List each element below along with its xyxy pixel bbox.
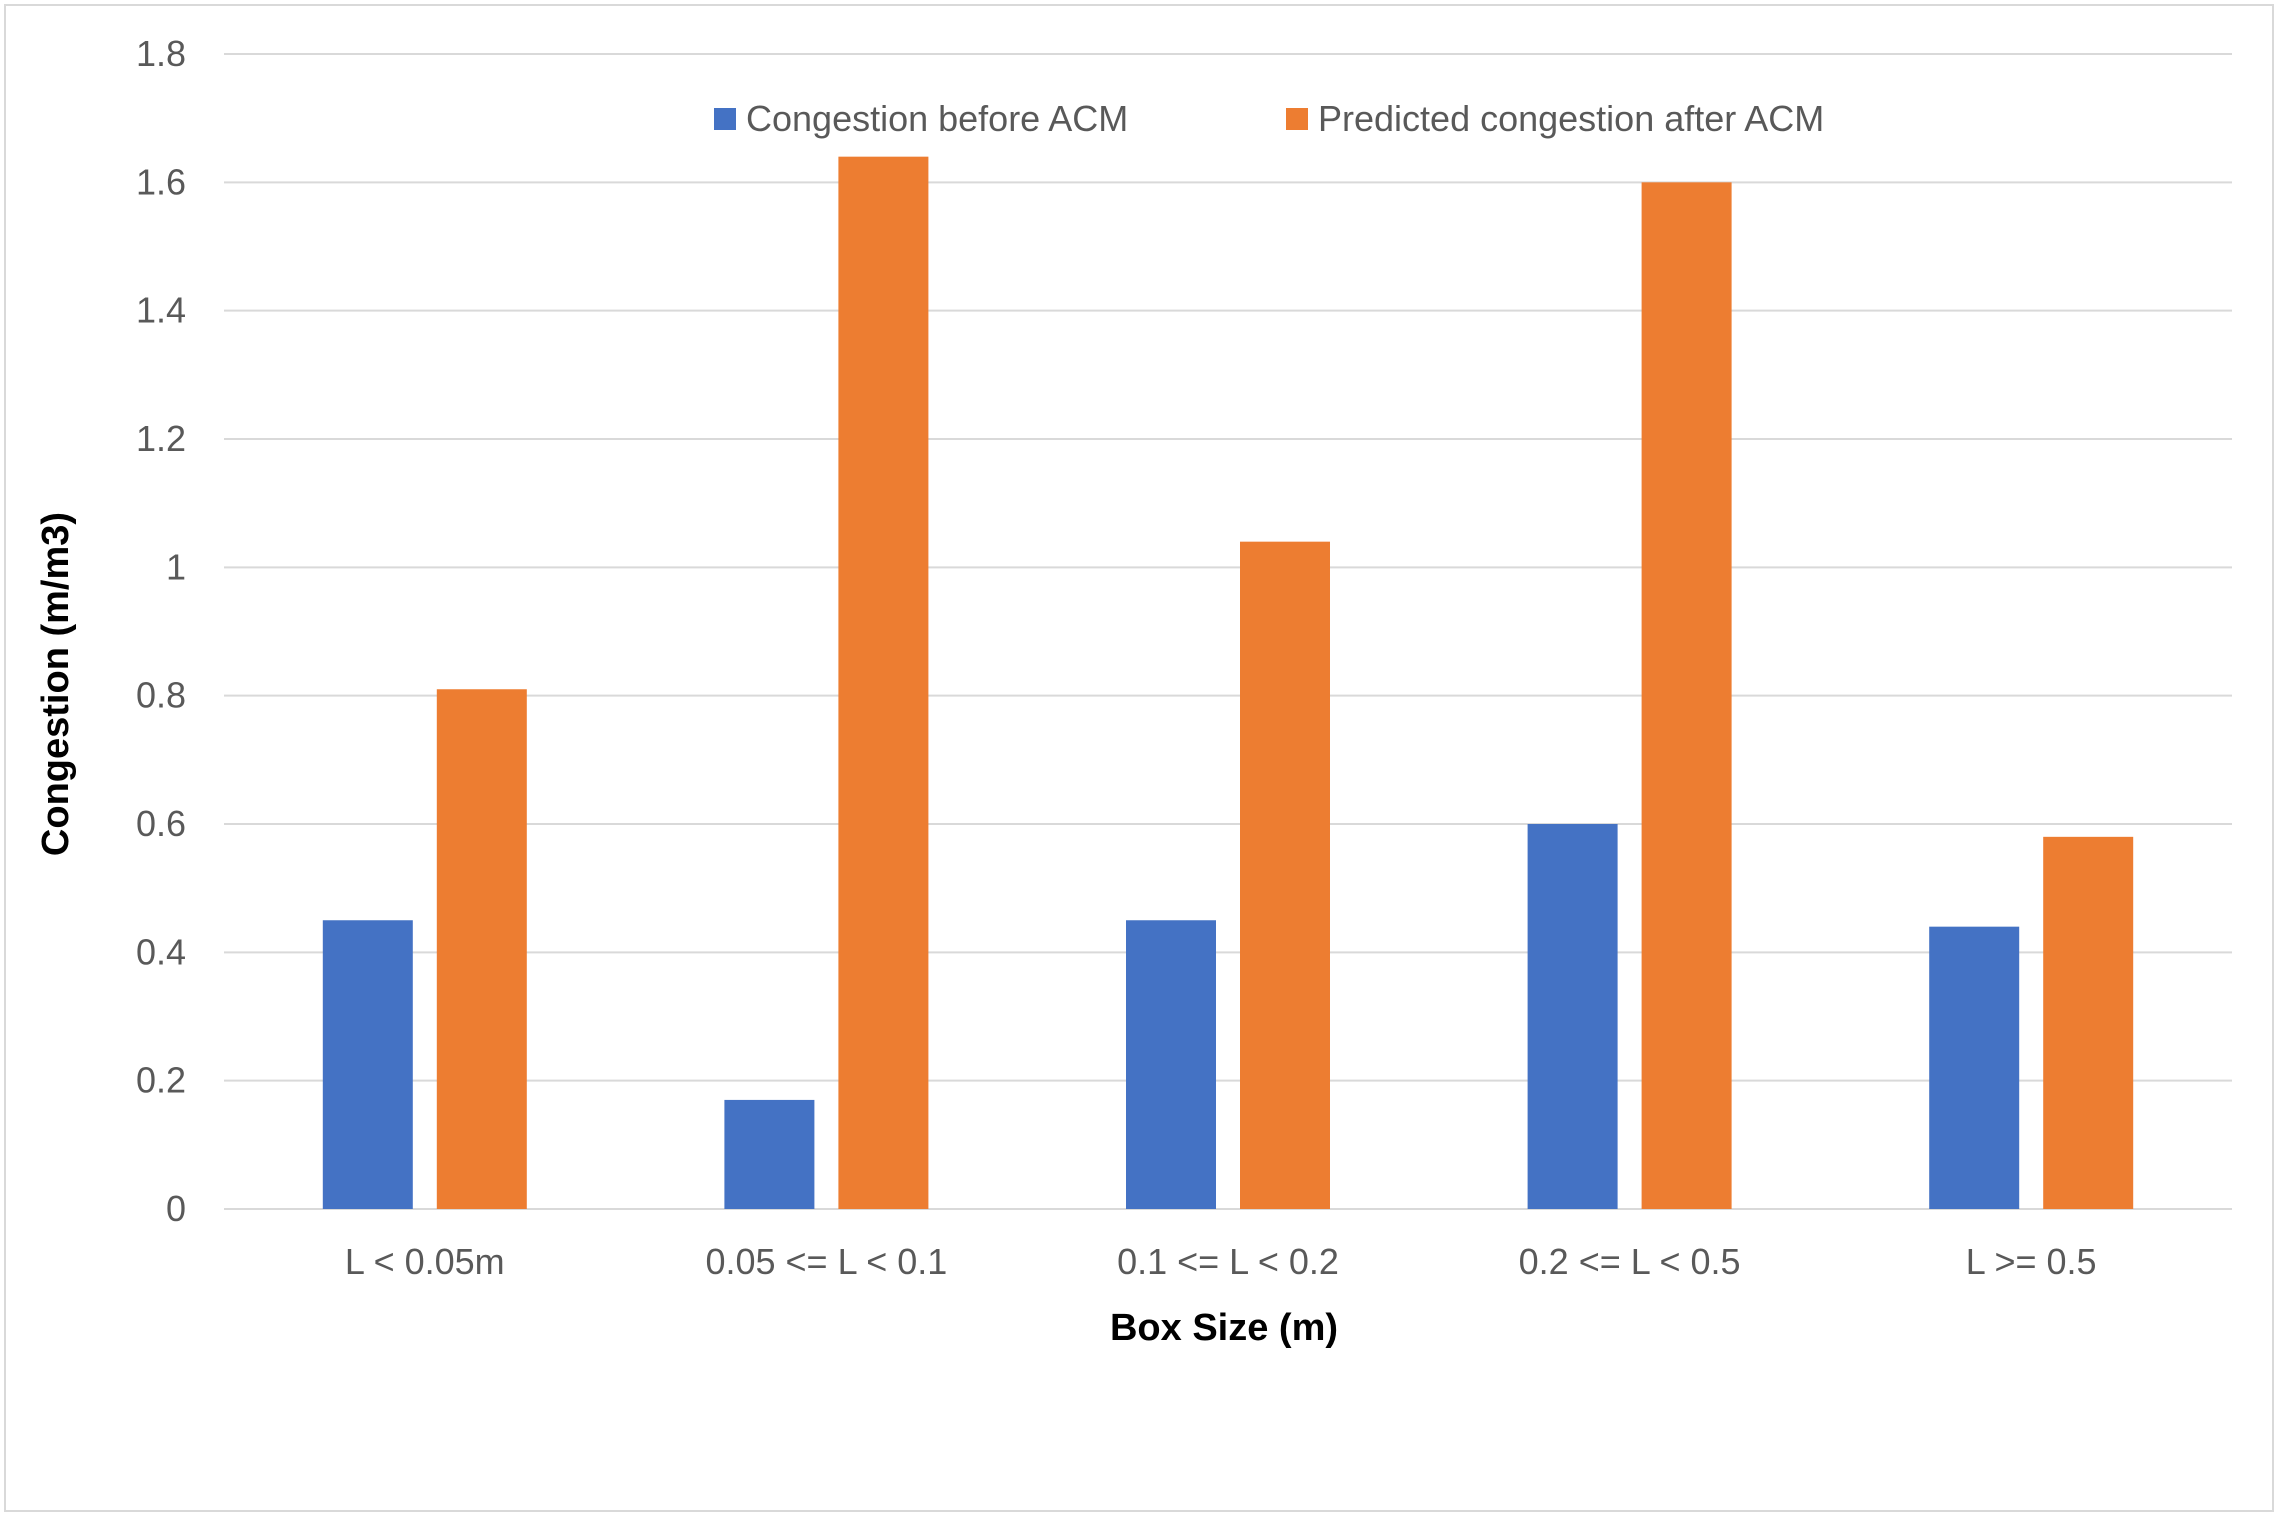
chart-frame: 0 0.2 0.4 0.6 0.8 1 1.2 1.4 1.6 1.8 L < 0.05m 0.05… — [4, 4, 2274, 1512]
bar-before-1 — [724, 1099, 815, 1209]
bar-chart: 0 0.2 0.4 0.6 0.8 1 1.2 1.4 1.6 1.8 L < 0.05m 0.05… — [35, 33, 2232, 1349]
y-tick-label: 1.2 — [136, 418, 186, 459]
x-tick-label: L >= 0.5 — [1966, 1241, 2097, 1282]
legend-swatch-1 — [1286, 108, 1308, 130]
bar-before-0 — [322, 920, 413, 1209]
y-tick-label: 1 — [166, 546, 186, 587]
bar-after-3 — [1641, 182, 1732, 1209]
y-tick-label: 1.8 — [136, 33, 186, 74]
x-axis-title: Box Size (m) — [1110, 1307, 1338, 1349]
y-tick-label: 1.6 — [136, 161, 186, 202]
y-tick-label: 1.4 — [136, 290, 186, 331]
legend-label-0: Congestion before ACM — [746, 98, 1128, 139]
bar-before-2 — [1126, 920, 1216, 1209]
bar-after-1 — [838, 156, 929, 1210]
legend-swatch-0 — [714, 108, 736, 130]
x-tick-label: 0.2 <= L < 0.5 — [1519, 1241, 1741, 1282]
y-tick-label: 0.8 — [136, 675, 186, 716]
y-tick-label: 0.4 — [136, 931, 186, 972]
bar-after-4 — [2043, 836, 2134, 1209]
bar-before-4 — [1929, 926, 2020, 1209]
x-tick-label: L < 0.05m — [345, 1241, 505, 1282]
y-tick-label: 0.2 — [136, 1060, 186, 1101]
legend: Congestion before ACM Predicted congestio… — [714, 98, 1824, 139]
x-tick-label: 0.05 <= L < 0.1 — [705, 1241, 947, 1282]
y-tick-label: 0 — [166, 1188, 186, 1229]
x-axis-ticks: L < 0.05m 0.05 <= L < 0.1 0.1 <= L < 0.2 0.… — [345, 1241, 2097, 1282]
bar-after-2 — [1240, 541, 1330, 1209]
x-tick-label: 0.1 <= L < 0.2 — [1117, 1241, 1339, 1282]
legend-label-1: Predicted congestion after ACM — [1318, 98, 1824, 139]
bars — [322, 156, 2134, 1210]
bar-after-0 — [436, 689, 527, 1209]
bar-before-3 — [1527, 824, 1618, 1209]
y-tick-label: 0.6 — [136, 803, 186, 844]
gridlines — [224, 53, 2232, 1210]
y-axis-ticks: 0 0.2 0.4 0.6 0.8 1 1.2 1.4 1.6 1.8 — [136, 33, 186, 1229]
y-axis-title: Congestion (m/m3) — [35, 512, 77, 856]
